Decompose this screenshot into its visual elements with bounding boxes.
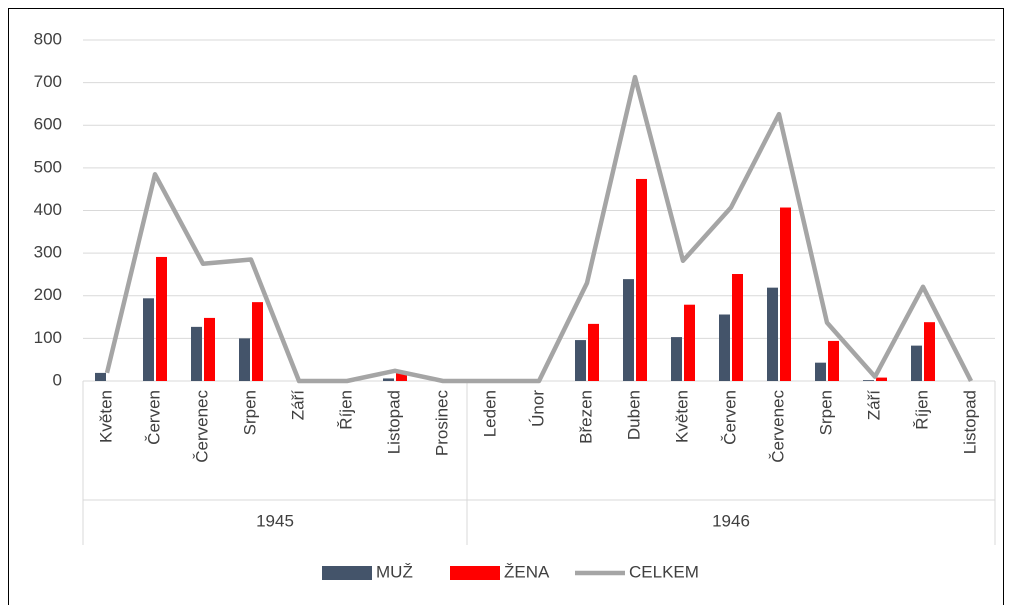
- x-tick-label: Září: [864, 390, 883, 421]
- y-tick-label: 700: [34, 72, 62, 91]
- x-tick-label: Červen: [720, 390, 739, 445]
- x-tick-label: Říjen: [912, 390, 931, 430]
- bar: [671, 337, 682, 381]
- bar: [156, 256, 167, 381]
- bar: [383, 378, 394, 381]
- x-tick-label: Srpen: [816, 390, 835, 435]
- bar: [143, 298, 154, 381]
- x-tick-label: Červenec: [768, 390, 787, 463]
- bar: [684, 304, 695, 381]
- y-tick-label: 500: [34, 157, 62, 176]
- y-tick-label: 600: [34, 115, 62, 134]
- y-tick-label: 200: [34, 285, 62, 304]
- x-tick-label: Květen: [96, 390, 115, 443]
- bar: [239, 338, 250, 381]
- bar: [911, 345, 922, 381]
- x-tick-label: Březen: [576, 390, 595, 444]
- y-tick-label: 100: [34, 328, 62, 347]
- bar: [815, 362, 826, 381]
- legend-label: MUŽ: [376, 562, 413, 581]
- x-tick-label: Září: [288, 390, 307, 421]
- bar: [767, 287, 778, 381]
- x-tick-label: Listopad: [960, 390, 979, 454]
- legend-label: ŽENA: [504, 562, 550, 581]
- bar: [780, 207, 791, 381]
- legend-swatch: [322, 566, 372, 580]
- x-tick-label: Prosinec: [432, 390, 451, 457]
- bar: [95, 372, 106, 381]
- legend-label: CELKEM: [629, 562, 699, 581]
- line: [104, 74, 974, 384]
- y-tick-label: 800: [34, 29, 62, 48]
- bar: [396, 373, 407, 381]
- x-tick-label: Květen: [672, 390, 691, 443]
- bar: [252, 302, 263, 381]
- x-tick-label: Leden: [480, 390, 499, 437]
- bar: [732, 274, 743, 381]
- bar: [863, 380, 874, 381]
- x-tick-label: Říjen: [336, 390, 355, 430]
- group-label: 1946: [712, 511, 750, 530]
- x-tick-label: Červenec: [192, 390, 211, 463]
- bar: [204, 317, 215, 381]
- x-tick-label: Únor: [528, 390, 547, 427]
- chart-border: [8, 8, 1004, 610]
- bar: [828, 340, 839, 381]
- y-tick-label: 0: [53, 370, 62, 389]
- x-tick-label: Srpen: [240, 390, 259, 435]
- bar: [719, 314, 730, 381]
- bar: [588, 323, 599, 381]
- y-tick-label: 300: [34, 243, 62, 262]
- bar: [191, 326, 202, 381]
- bar: [876, 377, 887, 381]
- bar: [636, 178, 647, 381]
- x-tick-label: Listopad: [384, 390, 403, 454]
- y-tick-label: 400: [34, 200, 62, 219]
- legend-swatch: [450, 566, 500, 580]
- bar: [623, 279, 634, 381]
- x-tick-label: Duben: [624, 390, 643, 440]
- x-tick-label: Červen: [144, 390, 163, 445]
- bar: [575, 340, 586, 381]
- bar: [924, 322, 935, 381]
- group-label: 1945: [256, 511, 294, 530]
